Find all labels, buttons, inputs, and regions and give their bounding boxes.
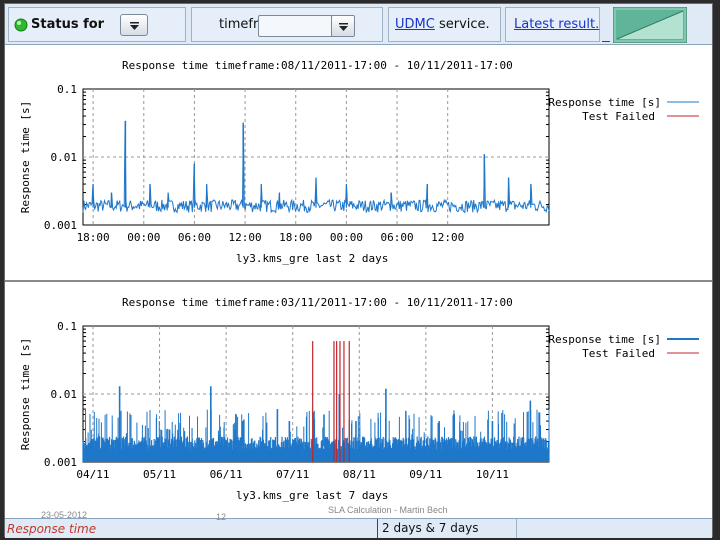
x-tick-label: 06/11 <box>210 468 243 481</box>
response-time-minor-spikes <box>85 409 550 462</box>
chart-panel-7days: Response time timeframe:03/11/2011-17:00… <box>5 282 712 518</box>
chart-title: Response time timeframe:03/11/2011-17:00… <box>122 296 513 309</box>
footer-range-box: 2 days & 7 days <box>377 519 517 538</box>
panel-divider <box>5 280 712 282</box>
y-tick-label: 0.1 <box>57 320 77 333</box>
service-text: UDMC service. <box>395 17 490 32</box>
x-tick-label: 04/11 <box>76 468 109 481</box>
status-dropdown[interactable] <box>120 14 148 36</box>
x-tick-label: 08/11 <box>343 468 376 481</box>
chart-title: Response time timeframe:08/11/2011-17:00… <box>122 59 513 72</box>
timeframe-dropdown-button[interactable] <box>331 15 355 37</box>
x-tick-label: 18:00 <box>279 231 312 244</box>
x-tick-label: 06:00 <box>380 231 413 244</box>
app-window: Status for timeframe UDMC servic <box>4 3 713 538</box>
x-tick-label: 10/11 <box>476 468 509 481</box>
legend-label-response: Response time [s] <box>548 333 661 346</box>
chevron-down-icon <box>130 22 139 30</box>
x-tick-label: 12:00 <box>431 231 464 244</box>
separator <box>602 7 610 42</box>
x-axis-label: ly3.kms_gre last 7 days <box>236 489 388 502</box>
status-label: Status for <box>31 17 105 32</box>
y-tick-label: 0.001 <box>44 456 77 469</box>
y-tick-label: 0.01 <box>51 151 78 164</box>
footer-bar: Response time 2 days & 7 days <box>5 518 712 538</box>
x-tick-label: 00:00 <box>127 231 160 244</box>
chevron-down-icon <box>339 23 348 31</box>
udmc-link[interactable]: UDMC <box>395 17 435 32</box>
footer-range: 2 days & 7 days <box>382 521 479 535</box>
status-cell: Status for <box>8 7 186 42</box>
footer-response-time: Response time <box>7 522 97 536</box>
x-tick-label: 05/11 <box>143 468 176 481</box>
latest-result-link[interactable]: Latest result. <box>514 17 600 32</box>
y-axis-label: Response time [s] <box>19 338 32 451</box>
service-suffix: service. <box>438 17 490 32</box>
slide-date: 23-05-2012 <box>41 510 88 520</box>
response-time-chart-2days: Response time timeframe:08/11/2011-17:00… <box>19 59 699 265</box>
x-tick-label: 09/11 <box>409 468 442 481</box>
timeframe-select[interactable] <box>258 15 355 37</box>
x-tick-label: 12:00 <box>229 231 262 244</box>
response-time-band <box>82 436 550 462</box>
legend-label-failed: Test Failed <box>582 110 655 123</box>
x-tick-label: 07/11 <box>276 468 309 481</box>
y-tick-label: 0.01 <box>51 388 78 401</box>
latest-result-cell: Latest result. <box>505 7 600 42</box>
toolbar: Status for timeframe UDMC servic <box>5 4 712 45</box>
y-axis-label: Response time [s] <box>19 101 32 214</box>
timeframe-cell: timeframe <box>191 7 383 42</box>
legend-label-failed: Test Failed <box>582 347 655 360</box>
legend-label-response: Response time [s] <box>548 96 661 109</box>
x-tick-label: 00:00 <box>330 231 363 244</box>
x-axis-label: ly3.kms_gre last 2 days <box>236 252 388 265</box>
service-cell: UDMC service. <box>388 7 501 42</box>
response-time-chart-7days: Response time timeframe:03/11/2011-17:00… <box>19 296 699 502</box>
status-dot-icon <box>14 18 28 32</box>
chart-panel-2days: Response time timeframe:08/11/2011-17:00… <box>5 45 712 280</box>
y-tick-label: 0.1 <box>57 83 77 96</box>
slide-title: SLA Calculation - Martin Bech <box>328 505 448 515</box>
y-tick-label: 0.001 <box>44 219 77 232</box>
thumbnail-icon[interactable] <box>613 7 687 43</box>
x-tick-label: 18:00 <box>77 231 110 244</box>
x-tick-label: 06:00 <box>178 231 211 244</box>
slide-page-number: 12 <box>216 512 227 522</box>
